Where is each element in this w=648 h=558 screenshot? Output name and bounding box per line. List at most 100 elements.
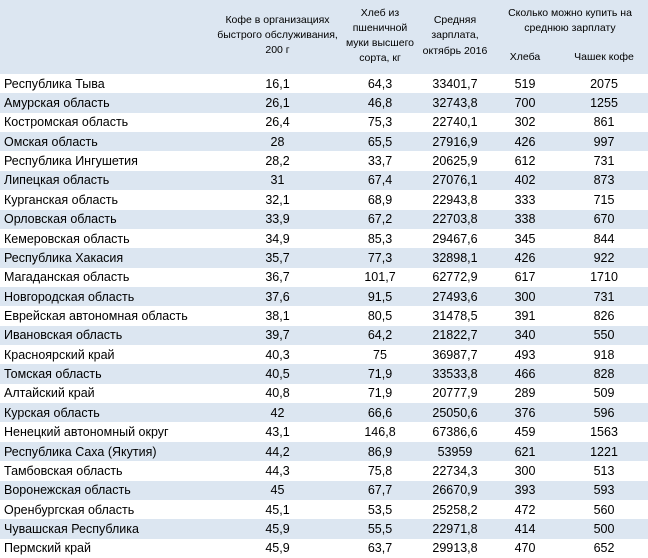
cell: 29913,8 [432, 541, 478, 556]
cell: 77,3 [367, 250, 393, 265]
cell: 302 [514, 115, 536, 130]
cell: 550 [593, 328, 615, 343]
row-bg [0, 286, 648, 307]
cell: 32898,1 [432, 250, 478, 265]
row-bg [0, 364, 648, 384]
row-bg [0, 170, 648, 191]
row-bg [0, 383, 648, 404]
cell: 20777,9 [432, 386, 478, 401]
row-bg [0, 74, 648, 94]
row-bg [0, 345, 648, 365]
cell: 844 [593, 231, 615, 246]
cell: 670 [593, 212, 615, 227]
cell: 37,6 [265, 289, 290, 304]
cell: 402 [514, 173, 536, 188]
row-bg [0, 248, 648, 268]
cell: 62772,9 [432, 270, 478, 285]
row-bg [0, 209, 648, 229]
region-name: Новгородская область [4, 289, 135, 304]
cell: 393 [514, 483, 536, 498]
cell: 26670,9 [432, 483, 478, 498]
cell: 40,3 [265, 347, 290, 362]
cell: 593 [593, 483, 615, 498]
cell: 22703,8 [432, 212, 478, 227]
cell: 66,6 [367, 405, 393, 420]
cell: 513 [593, 463, 615, 478]
cell: 91,5 [367, 289, 393, 304]
cell: 22740,1 [432, 115, 478, 130]
cell: 40,8 [265, 386, 290, 401]
cell: 25258,2 [432, 502, 478, 517]
cell: 53,5 [367, 502, 393, 517]
cell: 20625,9 [432, 154, 478, 169]
cell: 36987,7 [432, 347, 478, 362]
cell: 55,5 [367, 521, 393, 536]
cell: 500 [593, 521, 615, 536]
header-bg [0, 0, 648, 74]
region-name: Ивановская область [4, 328, 123, 343]
row-bg [0, 480, 648, 500]
cell: 43,1 [265, 425, 290, 440]
cell: 472 [514, 502, 536, 517]
header-cell: Хлеба [509, 51, 541, 64]
cell: 68,9 [367, 192, 393, 207]
row-bg [0, 132, 648, 152]
cell: 519 [514, 76, 536, 91]
cell: 75,3 [367, 115, 393, 130]
cell: 2075 [590, 76, 618, 91]
row-bg [0, 422, 648, 442]
cell: 596 [593, 405, 615, 420]
cell: 459 [514, 425, 536, 440]
row-bg [0, 325, 648, 346]
region-name: Оренбургская область [4, 502, 135, 517]
cell: 40,5 [265, 367, 290, 382]
cell: 426 [514, 250, 536, 265]
header-cell: Сколько можно купить на среднюю зарплату [508, 6, 632, 34]
row-bg [0, 228, 648, 249]
cell: 32743,8 [432, 96, 478, 111]
row-bg [0, 403, 648, 423]
cell: 65,5 [367, 134, 393, 149]
region-name: Ненецкий автономный округ [4, 425, 169, 440]
cell: 509 [593, 386, 615, 401]
row-bg [0, 267, 648, 287]
cell: 997 [593, 134, 615, 149]
row-bg [0, 190, 648, 210]
cell: 700 [514, 96, 536, 111]
cell: 612 [514, 154, 536, 169]
cell: 560 [593, 502, 615, 517]
cell: 42 [270, 405, 285, 420]
cell: 26,4 [265, 115, 290, 130]
cell: 470 [514, 541, 536, 556]
cell: 35,7 [265, 250, 290, 265]
cell: 333 [514, 192, 536, 207]
cell: 36,7 [265, 270, 290, 285]
region-name: Липецкая область [4, 173, 110, 188]
region-name: Томская область [4, 367, 102, 382]
cell: 873 [593, 173, 615, 188]
cell: 300 [514, 289, 536, 304]
cell: 34,9 [265, 231, 290, 246]
header-cell: Хлеб из пшеничной муки высшего сорта, кг [345, 6, 415, 65]
header-cell: Чашек кофе [574, 51, 634, 64]
region-name: Пермский край [4, 541, 91, 556]
cell: 617 [514, 270, 536, 285]
cell: 45,9 [265, 541, 290, 556]
cell: 75 [373, 347, 387, 362]
row-bg [0, 306, 648, 326]
region-name: Красноярский край [4, 347, 115, 362]
region-name: Орловская область [4, 212, 117, 227]
cell: 731 [593, 154, 615, 169]
cell: 86,9 [367, 444, 393, 459]
row-bg [0, 461, 648, 481]
cell: 33,9 [265, 212, 290, 227]
cell: 289 [514, 386, 536, 401]
region-name: Курская область [4, 405, 100, 420]
cell: 338 [514, 212, 536, 227]
cell: 46,8 [367, 96, 393, 111]
cell: 67,4 [367, 173, 393, 188]
cell: 63,7 [367, 541, 393, 556]
cell: 22971,8 [432, 521, 478, 536]
cell: 621 [514, 444, 536, 459]
